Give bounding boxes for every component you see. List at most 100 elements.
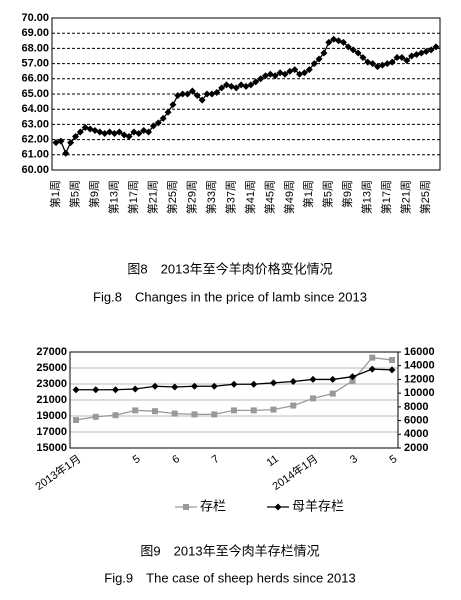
data-point: [329, 375, 337, 383]
data-point: [210, 382, 218, 390]
data-point: [131, 385, 139, 393]
data-point: [349, 46, 357, 54]
data-point: [232, 84, 240, 92]
data-point: [218, 84, 226, 92]
y-tick-label: 60.00: [21, 164, 49, 176]
data-point: [432, 43, 440, 51]
legend-marker: [183, 504, 189, 510]
data-point: [125, 133, 133, 141]
data-point: [57, 137, 65, 145]
y2-tick-label: 4000: [404, 428, 428, 440]
x-tick-label: 第1周: [48, 180, 62, 208]
data-point: [250, 407, 257, 414]
data-point: [184, 90, 192, 98]
x-tick-label: 7: [210, 453, 222, 466]
data-point: [291, 66, 299, 74]
data-point: [281, 70, 289, 78]
data-point: [309, 375, 317, 383]
data-point: [354, 49, 362, 57]
data-point: [71, 133, 79, 141]
y2-tick-label: 12000: [404, 373, 435, 385]
x-tick-label: 第17周: [379, 180, 393, 214]
data-point: [231, 407, 237, 414]
y-tick-label: 21000: [36, 394, 67, 406]
data-point: [320, 49, 328, 57]
data-point: [378, 61, 386, 69]
data-point: [112, 412, 119, 419]
data-point: [73, 417, 79, 423]
data-point: [171, 383, 179, 391]
x-tick-label: 第41周: [243, 180, 257, 214]
data-point: [193, 92, 201, 100]
y-tick-label: 23000: [36, 378, 67, 390]
x-tick-label: 5: [131, 453, 143, 466]
data-point: [211, 411, 218, 418]
y2-tick-label: 8000: [404, 401, 428, 413]
legend-label: 存栏: [200, 498, 226, 513]
x-tick-label: 第13周: [360, 180, 374, 214]
data-point: [92, 386, 100, 394]
plot-frame: [69, 351, 399, 449]
data-point: [349, 377, 356, 384]
y-tick-label: 69.00: [21, 27, 49, 39]
data-point: [169, 101, 177, 109]
data-point: [290, 402, 297, 409]
data-point: [67, 139, 75, 147]
data-point: [198, 96, 206, 104]
plot-frame: [51, 17, 441, 171]
x-tick-label: 第9周: [340, 180, 354, 208]
y-tick-label: 25000: [36, 362, 67, 374]
data-point: [112, 386, 119, 394]
y-tick-label: 62.00: [21, 134, 49, 146]
data-point: [132, 407, 139, 414]
x-tick-label: 第21周: [145, 180, 159, 214]
y2-tick-label: 14000: [404, 360, 435, 372]
caption: 图9 2013年至今肉羊存栏情况: [140, 543, 319, 558]
y-tick-label: 61.00: [21, 149, 49, 161]
data-point: [203, 90, 211, 98]
data-point: [164, 108, 172, 116]
data-point: [271, 72, 279, 80]
data-point: [151, 382, 159, 390]
data-point: [171, 410, 178, 417]
x-tick-label: 6: [170, 453, 182, 466]
data-point: [398, 54, 406, 62]
data-point: [393, 54, 401, 62]
data-point: [257, 75, 265, 83]
data-point: [252, 78, 260, 86]
x-tick-label: 第25周: [418, 180, 432, 214]
data-point: [310, 60, 318, 68]
data-point: [403, 57, 411, 65]
data-point: [329, 390, 336, 397]
data-point: [115, 128, 123, 136]
data-point: [369, 60, 377, 68]
data-point: [315, 55, 323, 63]
data-point: [191, 382, 198, 390]
y-tick-label: 15000: [36, 442, 67, 454]
x-tick-label: 第17周: [126, 180, 140, 214]
data-point: [344, 43, 352, 51]
data-point: [213, 88, 221, 96]
x-tick-label: 第45周: [262, 180, 276, 214]
x-tick-label: 第21周: [399, 180, 413, 214]
series-line: [55, 38, 437, 155]
data-point: [152, 408, 158, 415]
caption-en: Fig.9 The case of sheep herds since 2013: [104, 570, 355, 585]
y-tick-label: 65.00: [21, 88, 49, 100]
data-point: [305, 66, 313, 74]
data-point: [339, 38, 347, 46]
y2-tick-label: 2000: [404, 442, 428, 454]
data-point: [389, 357, 395, 363]
data-point: [369, 354, 376, 361]
caption-en: Fig.8 Changes in the price of lamb since…: [93, 289, 367, 304]
data-point: [325, 38, 333, 46]
x-tick-label: 5: [387, 453, 399, 466]
caption: 图8 2013年至今羊肉价格变化情况: [127, 261, 332, 276]
y-tick-label: 63.00: [21, 118, 49, 130]
data-point: [230, 380, 238, 388]
data-point: [188, 87, 196, 95]
y2-tick-label: 10000: [404, 387, 435, 399]
data-point: [270, 406, 277, 413]
